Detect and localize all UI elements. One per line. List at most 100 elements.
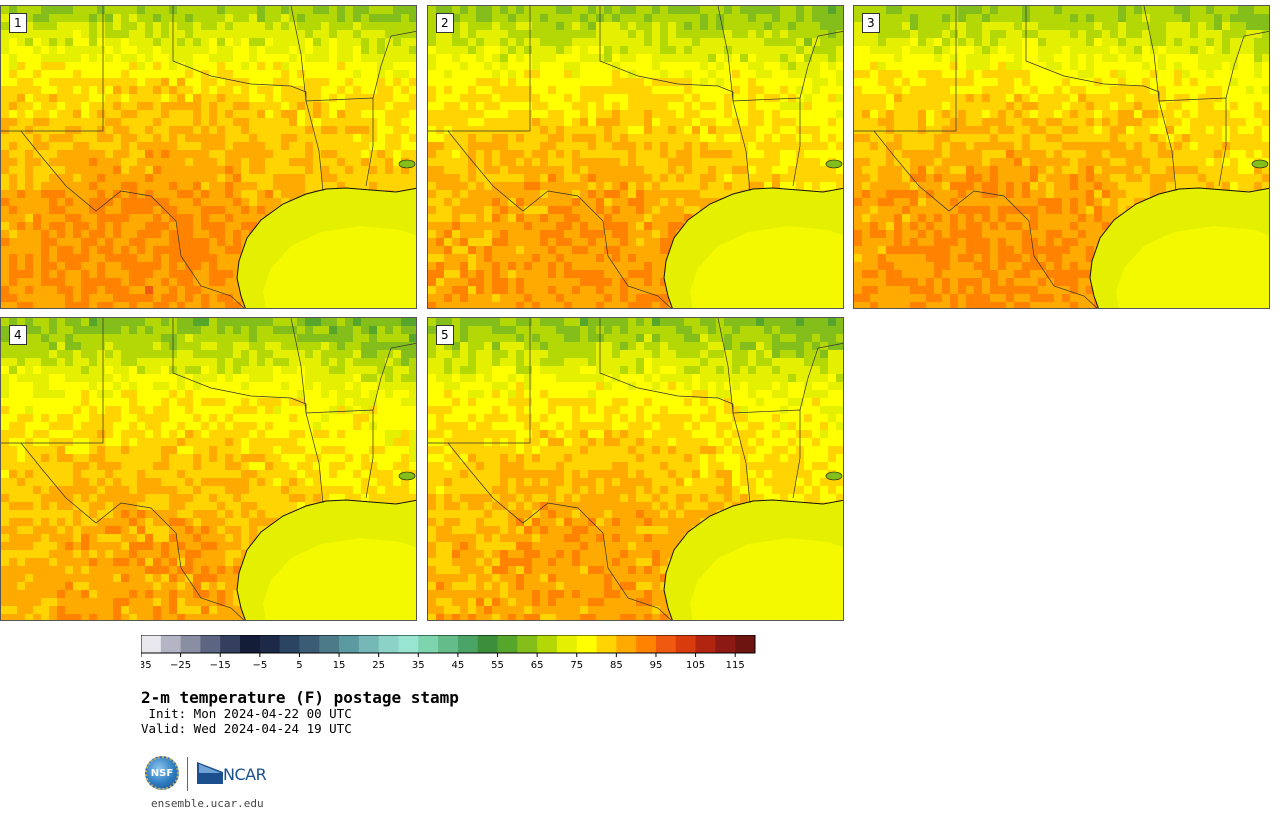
colorbar-tick-label: 105 [686, 660, 705, 671]
state-border [21, 6, 104, 132]
colorbar: −35 −25 −15 −5 5 15 25 35 45 55 65 75 85 95 105 115 [141, 635, 756, 671]
colorbar-segment [259, 635, 281, 653]
colorbar-segment [497, 635, 518, 653]
ncar-logo-text: NCAR [223, 765, 267, 784]
member-label: 3 [862, 13, 880, 33]
state-border [1218, 145, 1227, 187]
colorbar-tick-label: −5 [252, 660, 267, 671]
colorbar-tick-label: 35 [412, 660, 425, 671]
lake [398, 159, 416, 169]
stamp-panel-1[interactable]: 1 [0, 5, 417, 309]
colorbar-tick-label: −35 [141, 660, 152, 671]
state-border [1, 442, 245, 620]
lake [825, 471, 843, 481]
state-border [21, 318, 104, 444]
colorbar-segment [240, 635, 261, 653]
colorbar-segment [418, 635, 439, 653]
state-border [372, 31, 416, 99]
state-border [448, 318, 531, 444]
temperature-map [428, 318, 843, 620]
colorbar-tick-label: 15 [333, 660, 346, 671]
sponsor-logos: NSF NCAR [143, 754, 283, 794]
coastline [663, 187, 843, 308]
lake [825, 159, 843, 169]
state-border [792, 145, 801, 187]
state-border [372, 343, 416, 411]
colorbar-segment [438, 635, 459, 653]
colorbar-segment [378, 635, 399, 653]
colorbar-segment [220, 635, 241, 653]
state-border [732, 100, 751, 192]
colorbar-tick-label: 95 [650, 660, 663, 671]
temperature-map [428, 6, 843, 308]
colorbar-tick-label: 85 [610, 660, 623, 671]
colorbar-segment [596, 635, 617, 653]
lake [1251, 159, 1269, 169]
colorbar-segment [576, 635, 597, 653]
colorbar-segment [636, 635, 657, 653]
state-border [854, 130, 1098, 308]
colorbar-segment [537, 635, 558, 653]
ncar-mark-icon [197, 762, 223, 784]
state-border [428, 442, 672, 620]
state-border [732, 412, 751, 504]
stamp-panel-3[interactable]: 3 [853, 5, 1270, 309]
colorbar-segment [616, 635, 637, 653]
lake [398, 471, 416, 481]
colorbar-segment [358, 635, 380, 653]
coastline [663, 499, 843, 620]
colorbar-segment [160, 635, 182, 653]
colorbar-tick-label: −25 [170, 660, 191, 671]
colorbar-segment [695, 635, 716, 653]
state-border [172, 6, 307, 101]
colorbar-segment [556, 635, 578, 653]
state-border [1, 130, 245, 308]
coastline [1089, 187, 1269, 308]
state-border [365, 145, 374, 187]
logo-divider [187, 757, 188, 791]
coastline [236, 499, 416, 620]
state-border [172, 318, 307, 413]
state-border [365, 457, 374, 499]
state-border [1225, 31, 1269, 99]
state-border [448, 6, 531, 132]
colorbar-segment [299, 635, 320, 653]
state-border [1025, 6, 1160, 101]
colorbar-tick-label: 75 [570, 660, 583, 671]
state-border [799, 343, 843, 411]
colorbar-tick-label: 55 [491, 660, 504, 671]
member-label: 5 [436, 325, 454, 345]
stamp-panel-2[interactable]: 2 [427, 5, 844, 309]
state-border [305, 100, 324, 192]
ncar-logo: NCAR [197, 760, 277, 788]
valid-time: Valid: Wed 2024-04-24 19 UTC [141, 721, 352, 736]
colorbar-segment [200, 635, 221, 653]
nsf-logo: NSF [145, 756, 179, 790]
state-border [428, 130, 672, 308]
colorbar-segment [715, 635, 736, 653]
coastline [236, 187, 416, 308]
colorbar-tick-label: 5 [296, 660, 302, 671]
colorbar-segment [279, 635, 300, 653]
colorbar-segment [141, 635, 162, 653]
state-border [305, 412, 324, 504]
colorbar-segment [655, 635, 677, 653]
state-border [792, 457, 801, 499]
member-label: 1 [9, 13, 27, 33]
colorbar-segment [339, 635, 360, 653]
colorbar-segment [457, 635, 479, 653]
stamp-panel-5[interactable]: 5 [427, 317, 844, 621]
nsf-logo-text: NSF [150, 767, 174, 779]
colorbar-tick-label: 45 [452, 660, 465, 671]
state-border [874, 6, 957, 132]
state-border [599, 318, 734, 413]
member-label: 2 [436, 13, 454, 33]
stamp-panel-4[interactable]: 4 [0, 317, 417, 621]
colorbar-tick-label: 25 [372, 660, 385, 671]
colorbar-tick-label: 65 [531, 660, 544, 671]
website-link[interactable]: ensemble.ucar.edu [151, 797, 264, 810]
state-border [799, 31, 843, 99]
colorbar-segment [675, 635, 696, 653]
colorbar-segment [735, 635, 756, 653]
temperature-map [1, 318, 416, 620]
